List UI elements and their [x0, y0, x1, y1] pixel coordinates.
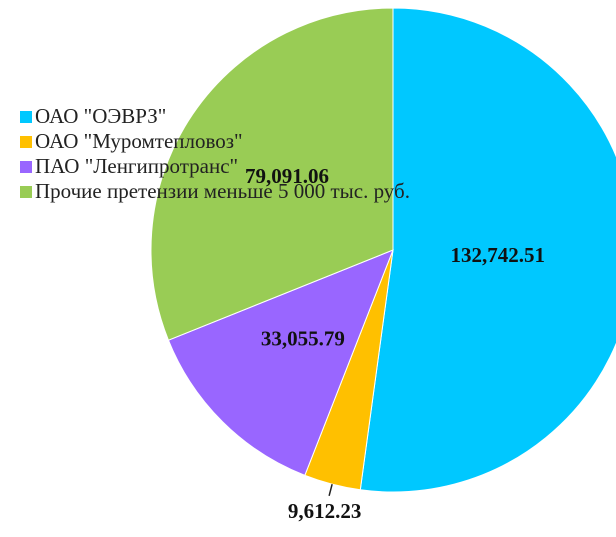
pie-slice	[359, 7, 616, 493]
legend: ОАО "ОЭВРЗ" ОАО "Муромтепловоз" ПАО "Ленги…	[20, 104, 410, 204]
data-label: 33,055.79	[261, 327, 345, 351]
legend-label: Прочие претензии меньше 5 000 тыс. руб.	[35, 179, 410, 203]
legend-item: ОАО "Муромтепловоз"	[20, 129, 410, 154]
data-label: 79,091.06	[245, 164, 329, 188]
legend-swatch	[20, 111, 32, 123]
leader-line	[328, 484, 333, 497]
data-label: 132,742.51	[451, 243, 546, 267]
pie-slice	[150, 7, 394, 341]
legend-swatch	[20, 186, 32, 198]
legend-swatch	[20, 136, 32, 148]
pie-slice	[167, 249, 394, 477]
legend-label: ОАО "Муромтепловоз"	[35, 129, 243, 153]
data-label: 9,612.23	[288, 499, 362, 523]
legend-swatch	[20, 161, 32, 173]
legend-item: ОАО "ОЭВРЗ"	[20, 104, 410, 129]
legend-label: ПАО "Ленгипротранс"	[35, 154, 239, 178]
legend-item: ПАО "Ленгипротранс"	[20, 154, 410, 179]
legend-item: Прочие претензии меньше 5 000 тыс. руб.	[20, 179, 410, 204]
legend-label: ОАО "ОЭВРЗ"	[35, 104, 167, 128]
